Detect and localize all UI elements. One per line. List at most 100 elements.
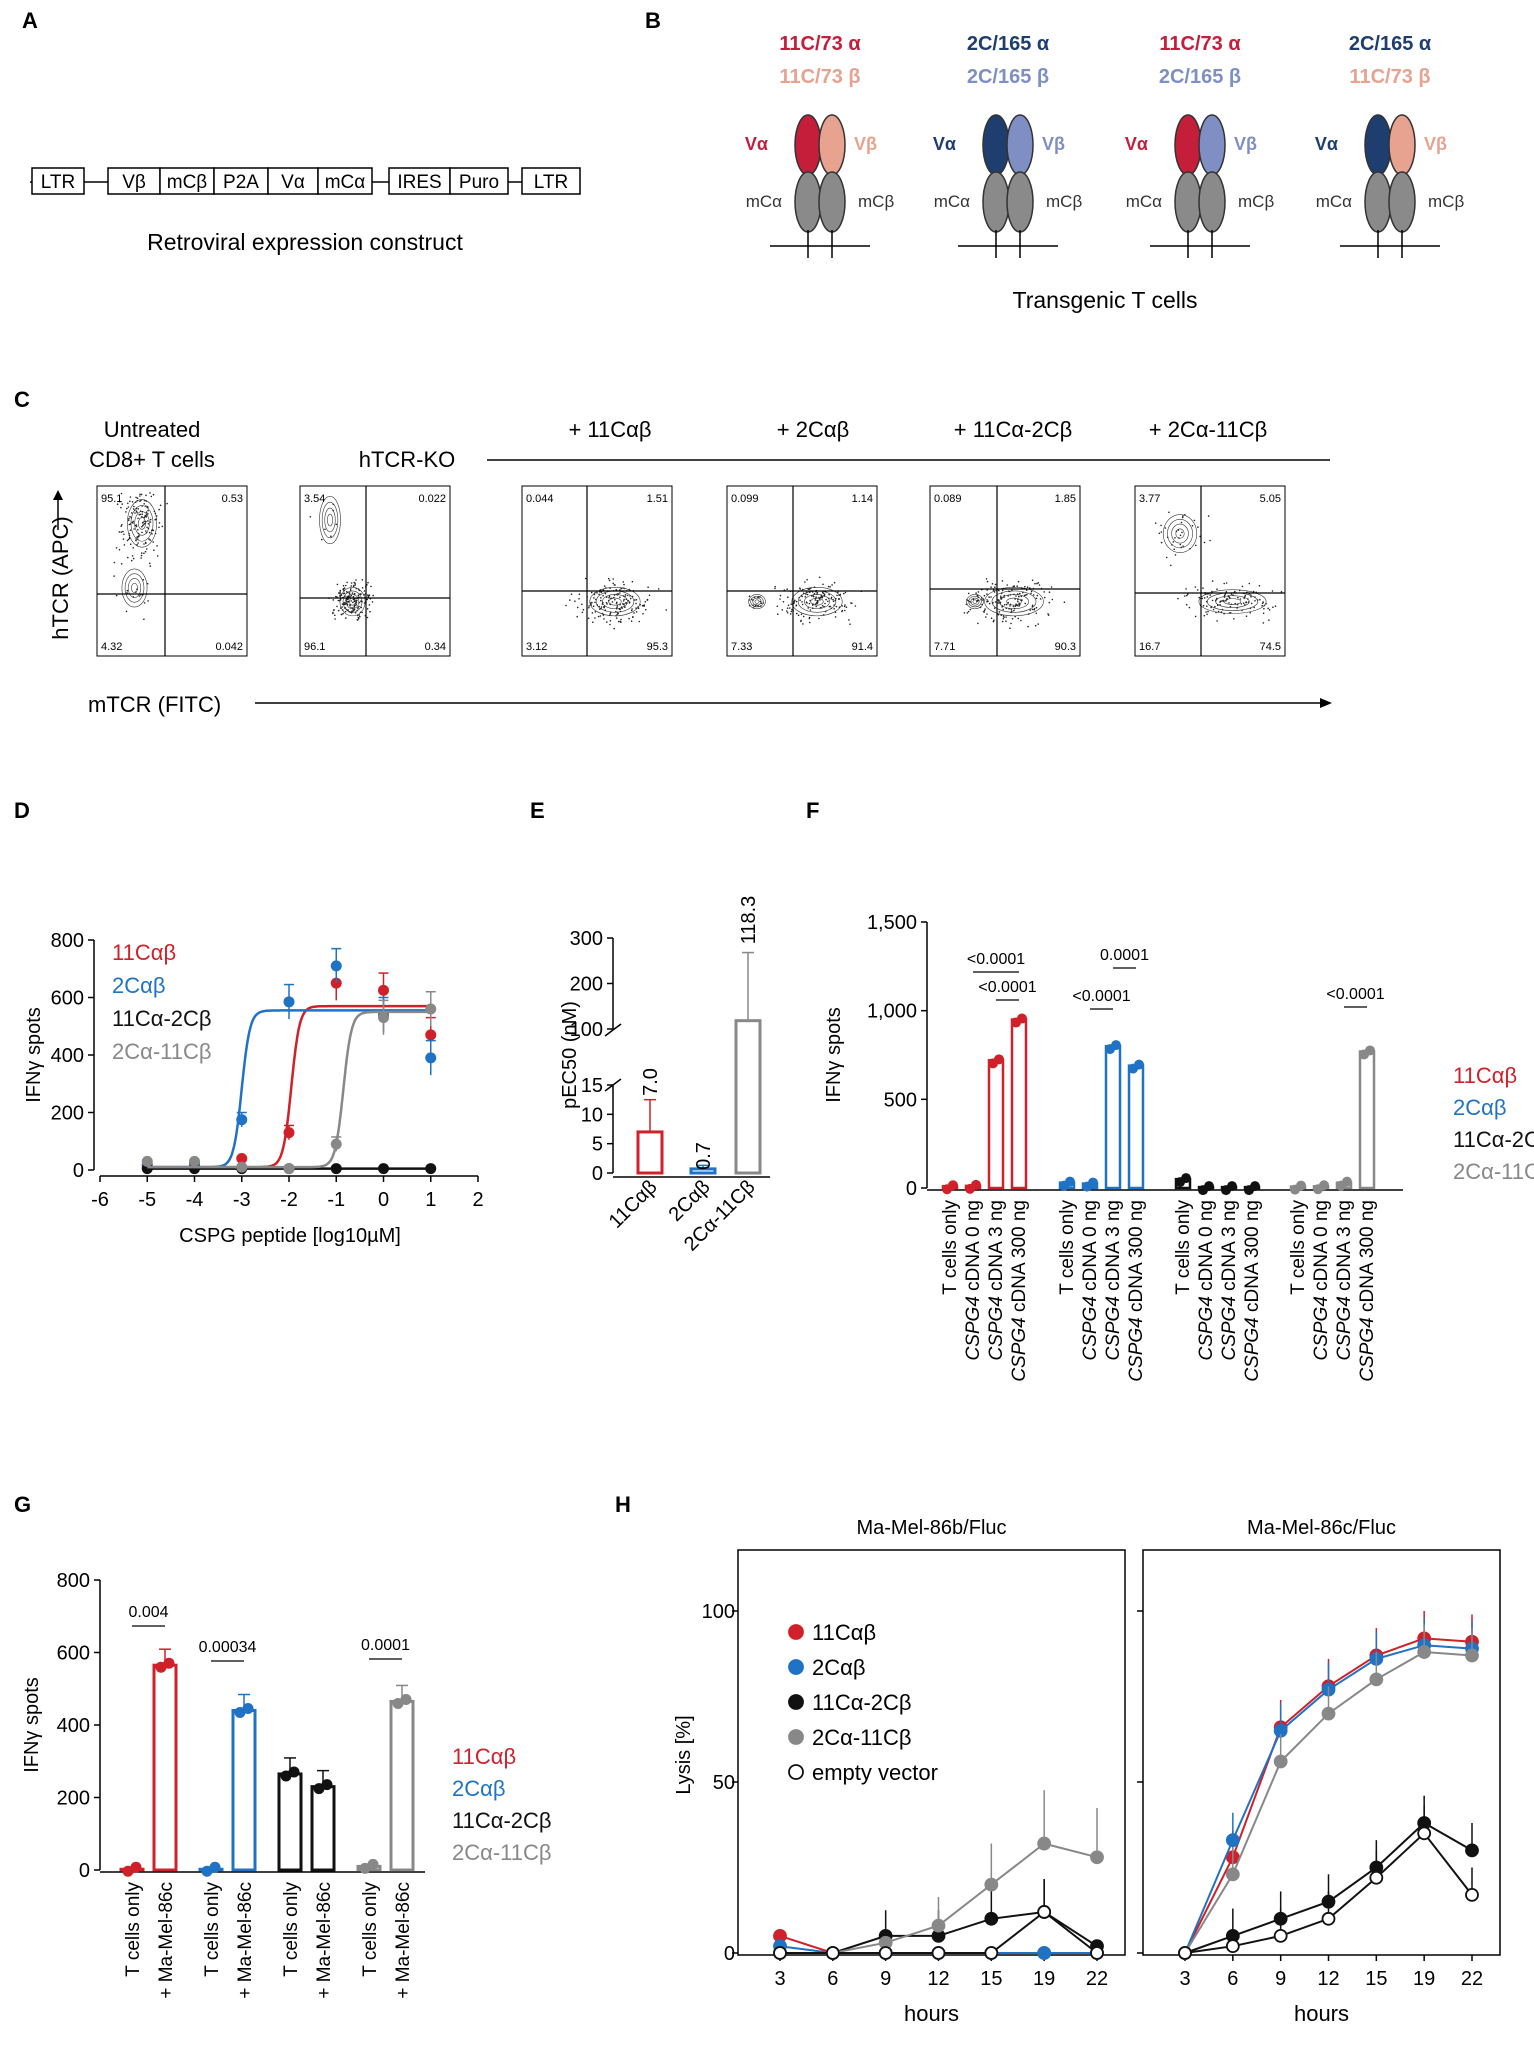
event-dot bbox=[141, 526, 143, 528]
gene-name: CSPG4 bbox=[1334, 1296, 1355, 1360]
event-dot bbox=[128, 517, 130, 520]
event-dot bbox=[353, 581, 355, 584]
event-dot bbox=[349, 589, 352, 592]
event-dot bbox=[129, 543, 132, 545]
event-dot bbox=[1211, 580, 1214, 582]
data-point bbox=[984, 1911, 999, 1926]
event-dot bbox=[578, 593, 581, 595]
event-dot bbox=[638, 620, 640, 623]
event-dot bbox=[1001, 580, 1004, 582]
event-dot bbox=[582, 608, 585, 611]
event-dot bbox=[1222, 599, 1224, 602]
construct-segment-label: Vβ bbox=[122, 172, 146, 193]
replicate-dot bbox=[163, 1657, 175, 1669]
header-untreated: Untreated bbox=[104, 417, 201, 442]
event-dot bbox=[345, 591, 348, 593]
event-dot bbox=[143, 618, 145, 620]
event-dot bbox=[127, 538, 130, 541]
event-dot bbox=[821, 604, 824, 607]
event-dot bbox=[1206, 596, 1209, 598]
contour bbox=[1223, 598, 1242, 605]
event-dot bbox=[828, 593, 830, 596]
event-dot bbox=[1003, 603, 1006, 606]
event-dot bbox=[140, 552, 143, 554]
event-dot bbox=[786, 607, 789, 609]
event-dot bbox=[145, 530, 147, 532]
event-dot bbox=[1209, 539, 1211, 542]
event-dot bbox=[615, 589, 617, 591]
construct-segment bbox=[317, 167, 373, 195]
contour bbox=[131, 582, 138, 594]
y-tick-label: 15 bbox=[581, 1075, 603, 1097]
replicate-dot bbox=[1065, 1176, 1075, 1187]
contour bbox=[966, 594, 984, 610]
x-tick-label: 6 bbox=[827, 1968, 838, 1990]
y-tick-label: 500 bbox=[884, 1089, 917, 1111]
event-dot bbox=[796, 612, 798, 615]
event-dot bbox=[337, 599, 340, 602]
tcr-beta-label: 11C/73 β bbox=[779, 66, 860, 88]
x-tick-label: -2 bbox=[280, 1189, 298, 1211]
event-dot bbox=[166, 502, 168, 505]
event-dot bbox=[1228, 596, 1230, 598]
event-dot bbox=[1160, 524, 1162, 527]
panel-label-a: A bbox=[22, 8, 38, 33]
event-dot bbox=[137, 517, 139, 520]
header-2ca11cb: + 2Cα-11Cβ bbox=[1149, 417, 1268, 442]
event-dot bbox=[1001, 589, 1004, 592]
data-point bbox=[1417, 1645, 1432, 1659]
c-xlabel: mTCR (FITC) bbox=[88, 692, 221, 717]
event-dot bbox=[1182, 545, 1184, 547]
contour bbox=[970, 597, 980, 606]
event-dot bbox=[990, 586, 992, 588]
bar bbox=[231, 1709, 257, 1872]
contour bbox=[1175, 528, 1185, 539]
category-label: + Ma-Mel-86c bbox=[314, 1882, 335, 1999]
data-point bbox=[1225, 1939, 1240, 1954]
panel-b: Transgenic T cells 11C/73 α 11C/73 β Vα Vβ m… bbox=[745, 33, 1465, 313]
event-dot bbox=[367, 594, 369, 596]
event-dot bbox=[623, 583, 625, 586]
event-dot bbox=[115, 594, 118, 597]
event-dot bbox=[613, 627, 615, 630]
data-point bbox=[1273, 1754, 1288, 1769]
event-dot bbox=[985, 616, 987, 618]
event-dot bbox=[977, 599, 979, 602]
contour bbox=[327, 513, 333, 527]
event-dot bbox=[598, 593, 600, 596]
flow-plot: 3.54 0.022 96.1 0.34 bbox=[299, 485, 451, 657]
event-dot bbox=[1230, 593, 1233, 595]
data-point bbox=[1178, 1946, 1192, 1960]
event-dot bbox=[594, 601, 596, 604]
event-dot bbox=[613, 584, 616, 586]
event-dot bbox=[336, 605, 338, 608]
category-label: CSPG4 cDNA 300 ng bbox=[1357, 1200, 1378, 1382]
gene-name: CSPG4 bbox=[986, 1296, 1007, 1360]
event-dot bbox=[119, 500, 121, 503]
event-dot bbox=[827, 600, 829, 603]
event-dot bbox=[1272, 606, 1274, 608]
event-dot bbox=[1038, 584, 1041, 586]
category-label: + Ma-Mel-86c bbox=[393, 1882, 414, 1999]
quadrant-lr: 74.5 bbox=[1260, 641, 1281, 653]
tcr-alpha-label: 11C/73 α bbox=[779, 33, 861, 55]
event-dot bbox=[332, 612, 334, 615]
quadrant-ll: 96.1 bbox=[304, 641, 325, 653]
event-dot bbox=[587, 617, 590, 620]
y-axis-label: pEC50 (nM) bbox=[559, 1001, 581, 1109]
contour bbox=[138, 517, 146, 530]
event-dot bbox=[808, 617, 811, 620]
event-dot bbox=[602, 594, 604, 597]
event-dot bbox=[352, 607, 354, 609]
event-dot bbox=[149, 521, 152, 523]
tcr-alpha-label: 11C/73 α bbox=[1159, 33, 1241, 55]
p-value: <0.0001 bbox=[978, 979, 1036, 996]
bar bbox=[987, 1059, 1005, 1190]
event-dot bbox=[357, 607, 359, 610]
event-dot bbox=[126, 592, 128, 594]
event-dot bbox=[818, 617, 820, 620]
event-dot bbox=[833, 608, 835, 610]
contour bbox=[1215, 595, 1250, 608]
event-dot bbox=[630, 620, 633, 622]
category-label: T cells only bbox=[360, 1882, 381, 1977]
